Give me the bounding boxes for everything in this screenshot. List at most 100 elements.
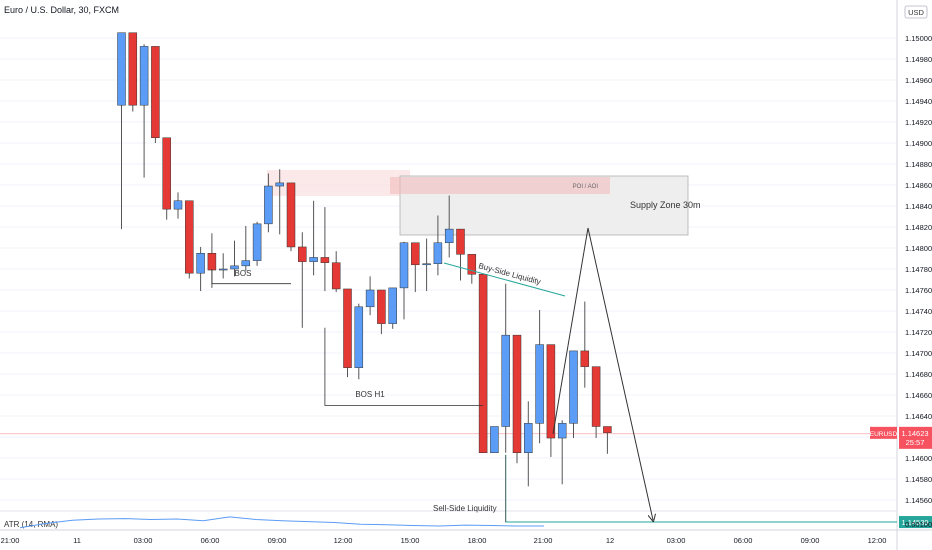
time-tick-label: 06:00 (734, 536, 753, 545)
candle-body (388, 287, 397, 324)
target-price-badge (899, 516, 932, 529)
candle[interactable] (377, 289, 386, 335)
candle[interactable] (591, 366, 601, 439)
candle-body (241, 260, 251, 267)
symbol-badge-label: EURUSD (870, 431, 898, 438)
price-tick-label: 1.14720 (905, 328, 932, 337)
candle[interactable] (501, 283, 510, 453)
price-tick-label: 1.14600 (905, 454, 932, 463)
time-tick-label: 12:00 (868, 536, 887, 545)
candle-body (151, 46, 160, 138)
time-tick-label: 21:00 (1, 536, 20, 545)
candles (117, 32, 612, 487)
candle-body (490, 426, 499, 453)
time-tick-label: 12 (606, 536, 614, 545)
price-tick-label: 1.14680 (905, 370, 932, 379)
candle-body (591, 366, 601, 427)
candle-body (433, 242, 443, 264)
candle-body (524, 423, 533, 454)
currency-label: USD (908, 8, 924, 17)
candle[interactable] (128, 32, 138, 112)
candle[interactable] (286, 182, 296, 252)
candle[interactable] (230, 240, 239, 277)
candle[interactable] (535, 309, 544, 444)
candle[interactable] (275, 169, 284, 235)
candle[interactable] (580, 301, 590, 388)
candle[interactable] (298, 232, 307, 328)
candle[interactable] (569, 350, 578, 439)
candle[interactable] (320, 207, 330, 292)
candle[interactable] (524, 401, 533, 487)
candle[interactable] (196, 246, 205, 292)
candle[interactable] (365, 276, 375, 316)
price-tick-label: 1.14580 (905, 475, 932, 484)
time-tick-label: 09:00 (801, 536, 820, 545)
projection-arrow (552, 227, 653, 520)
candle-body (275, 182, 284, 187)
price-tick-label: 1.14900 (905, 139, 932, 148)
candle[interactable] (546, 344, 556, 457)
candle-body (196, 253, 205, 274)
candle[interactable] (241, 225, 251, 272)
candle-body (580, 350, 590, 367)
candle[interactable] (252, 221, 262, 266)
candle-body (207, 253, 217, 271)
candle[interactable] (218, 253, 228, 279)
candle[interactable] (264, 173, 273, 233)
candle[interactable] (411, 242, 420, 293)
candle[interactable] (467, 254, 477, 284)
candle[interactable] (331, 251, 341, 293)
candle[interactable] (512, 334, 522, 464)
buy-side-liquidity-line (443, 262, 566, 297)
candle[interactable] (151, 46, 160, 143)
candle-body (569, 350, 578, 424)
time-tick-label: 18:00 (468, 536, 487, 545)
candle-body (264, 185, 273, 225)
candle-body (185, 200, 194, 274)
time-axis: 21:00 11 03:00 06:00 09:00 12:00 15:00 18:00 21:… (1, 536, 887, 545)
price-tick-label: 1.14940 (905, 97, 932, 106)
chart-title: Euro / U.S. Dollar, 30, FXCM (4, 5, 119, 15)
price-tick-label: 1.14880 (905, 160, 932, 169)
time-tick-label: 12:00 (334, 536, 353, 545)
candle[interactable] (433, 215, 443, 276)
candle[interactable] (399, 241, 409, 320)
candle[interactable] (388, 287, 397, 329)
price-tick-label: 1.14560 (905, 496, 932, 505)
candle[interactable] (444, 195, 454, 258)
candle-body (162, 137, 171, 210)
price-tick-label: 1.14740 (905, 307, 932, 316)
candle[interactable] (422, 238, 431, 292)
atr-tick-label: 0.00100 (905, 520, 932, 529)
price-tick-label: 1.14760 (905, 286, 932, 295)
candle[interactable] (139, 44, 149, 178)
candle[interactable] (343, 288, 352, 378)
candle[interactable] (478, 274, 488, 453)
candle-body (230, 265, 239, 270)
candle[interactable] (490, 426, 499, 453)
symbol-badge (870, 426, 897, 439)
current-price-value: 1.14623 (901, 429, 928, 438)
candle[interactable] (162, 137, 171, 220)
candle-body (467, 254, 477, 275)
candle[interactable] (309, 200, 318, 276)
candle-body (298, 246, 307, 262)
candle-body (117, 32, 126, 106)
candle-body (139, 46, 149, 106)
candle-body (546, 344, 556, 439)
candle[interactable] (456, 228, 465, 281)
candle-body (603, 426, 612, 434)
atr-line (19, 516, 544, 529)
candle[interactable] (185, 200, 194, 279)
candle-body (478, 274, 488, 453)
candle[interactable] (173, 192, 183, 219)
price-tick-label: 1.14840 (905, 202, 932, 211)
time-tick-label: 03:00 (667, 536, 686, 545)
time-tick-label: 09:00 (268, 536, 287, 545)
candle[interactable] (117, 32, 126, 230)
candle[interactable] (354, 303, 364, 380)
candle[interactable] (603, 426, 612, 454)
candle[interactable] (557, 420, 567, 485)
currency-box[interactable] (904, 5, 928, 19)
